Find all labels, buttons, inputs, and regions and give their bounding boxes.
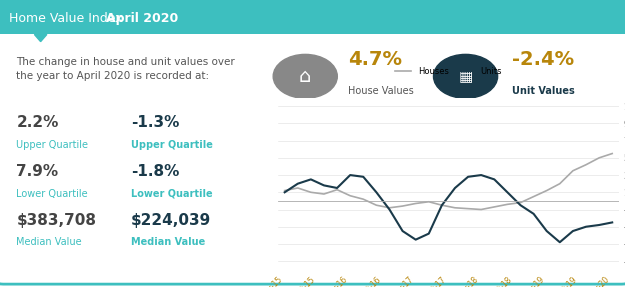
- Text: 4.7%: 4.7%: [348, 50, 402, 69]
- FancyBboxPatch shape: [0, 3, 625, 284]
- Text: 7.9%: 7.9%: [16, 164, 58, 179]
- Text: Upper Quartile: Upper Quartile: [131, 140, 213, 150]
- Text: Home Value Index: Home Value Index: [9, 12, 127, 26]
- Text: April 2020: April 2020: [106, 12, 179, 26]
- Circle shape: [434, 55, 498, 98]
- Text: Upper Quartile: Upper Quartile: [16, 140, 88, 150]
- Text: Median Value: Median Value: [131, 237, 206, 247]
- Text: -2.4%: -2.4%: [512, 50, 574, 69]
- Text: -1.3%: -1.3%: [131, 115, 179, 130]
- Text: ▦: ▦: [458, 69, 472, 84]
- Text: Lower Quartile: Lower Quartile: [16, 189, 88, 199]
- Text: House Values: House Values: [348, 86, 414, 96]
- Text: Lower Quartile: Lower Quartile: [131, 189, 213, 199]
- Text: Unit Values: Unit Values: [512, 86, 574, 96]
- Text: Median Value: Median Value: [16, 237, 82, 247]
- Text: 2.2%: 2.2%: [16, 115, 59, 130]
- Text: $383,708: $383,708: [16, 213, 96, 228]
- Text: $224,039: $224,039: [131, 213, 211, 228]
- Text: -1.8%: -1.8%: [131, 164, 179, 179]
- FancyBboxPatch shape: [0, 0, 625, 34]
- Legend: Houses, Units: Houses, Units: [391, 64, 506, 79]
- Text: The change in house and unit values over
the year to April 2020 is recorded at:: The change in house and unit values over…: [16, 57, 235, 81]
- Circle shape: [273, 55, 338, 98]
- Text: ⌂: ⌂: [299, 67, 311, 86]
- Polygon shape: [34, 34, 47, 42]
